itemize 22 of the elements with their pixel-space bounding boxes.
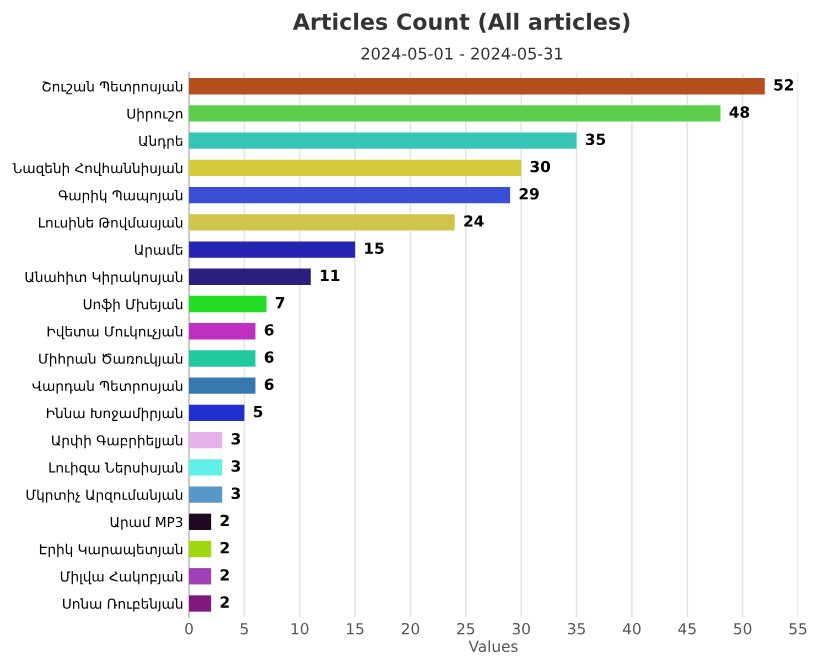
bar	[189, 186, 511, 204]
bar	[189, 459, 223, 476]
bar	[189, 323, 256, 340]
bar	[189, 78, 765, 95]
bar	[189, 159, 522, 177]
bar	[189, 568, 212, 585]
bar	[189, 431, 223, 449]
chart-title: Articles Count (All articles)	[292, 12, 630, 33]
bar	[189, 350, 256, 367]
bar	[189, 486, 223, 503]
bar	[189, 404, 245, 422]
bar	[189, 295, 267, 313]
bar	[189, 595, 212, 612]
chart-subtitle: 2024-05-01 - 2024-05-31	[361, 47, 563, 60]
bar	[189, 268, 311, 285]
bar	[189, 377, 256, 394]
bar	[189, 132, 577, 149]
bar	[189, 105, 721, 122]
bar	[189, 513, 212, 530]
bar	[189, 241, 356, 258]
bar	[189, 540, 212, 558]
bar	[189, 214, 455, 231]
